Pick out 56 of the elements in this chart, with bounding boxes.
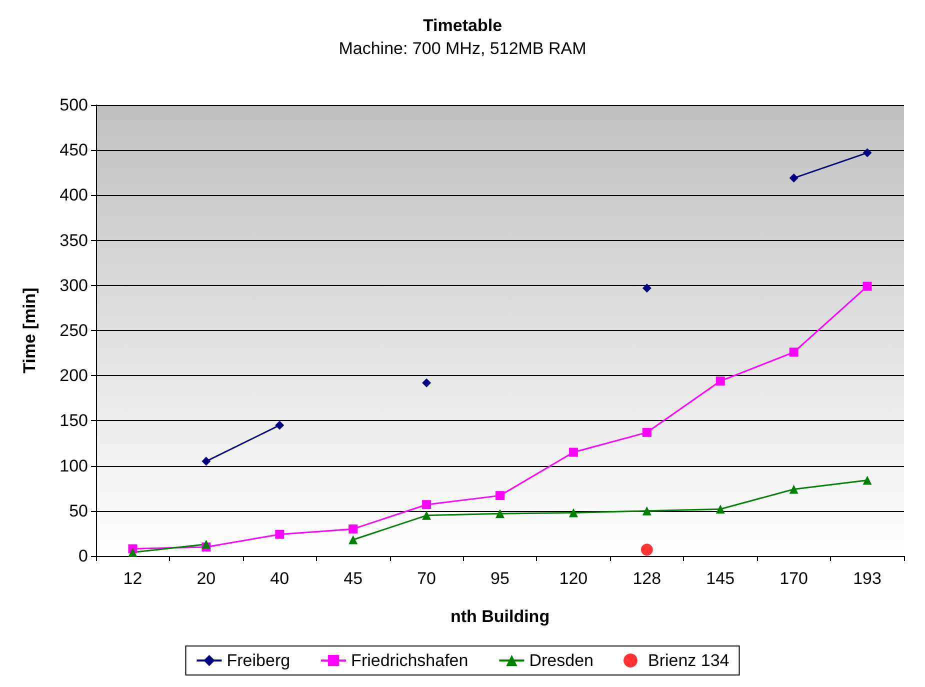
x-tick-label: 70 [417,569,436,588]
point [496,491,504,500]
x-tick-label: 128 [632,569,662,588]
point [128,548,138,557]
point [642,428,652,437]
y-tick-label: 250 [60,321,88,340]
y-tick-label: 50 [69,501,88,520]
y-tick-label: 350 [60,230,88,250]
y-axis-title: Time [min] [20,288,39,374]
legend-label: Brienz 134 [648,651,730,670]
y-tick-label: 0 [78,546,88,566]
point [862,148,872,158]
point [642,284,652,293]
point [862,476,872,485]
x-axis-title: nth Building [450,607,550,626]
point [348,535,358,544]
point [568,448,578,457]
x-tick-label: 45 [344,569,363,588]
point [640,544,653,556]
x-tick-label: 40 [270,569,290,588]
point [202,540,211,549]
point [422,378,432,388]
legend-label: Dresden [529,651,594,670]
chart-title: Timetable [422,16,502,35]
y-tick-label: 150 [60,411,88,430]
x-tick-label: 120 [559,569,588,588]
point [716,376,725,386]
point [202,456,211,466]
x-tick-label: 20 [196,569,216,588]
point [789,174,798,183]
x-tick-label: 95 [490,569,510,588]
point [789,348,798,357]
point [862,282,872,291]
x-tick-label: 170 [780,569,808,588]
x-tick-label: 145 [706,569,735,588]
y-tick-label: 450 [60,140,88,160]
point [789,484,798,494]
y-tick-label: 300 [60,276,88,295]
legend-label: Freiberg [226,651,290,670]
y-tick-label: 100 [60,456,88,476]
point [422,510,432,520]
y-tick-label: 500 [60,96,88,114]
chart-subtitle: Machine: 700 MHz, 512MB RAM [338,39,586,58]
point [716,504,725,514]
point [275,420,284,430]
y-tick-label: 200 [60,366,88,386]
legend-label: Friedrichshafen [351,651,468,670]
x-tick-label: 12 [123,569,142,588]
point [275,530,284,539]
point [642,506,652,516]
point [568,508,578,518]
x-tick-label: 193 [853,569,882,588]
point [348,524,358,534]
point [422,500,432,510]
point [496,509,504,518]
y-tick-label: 400 [60,186,88,205]
